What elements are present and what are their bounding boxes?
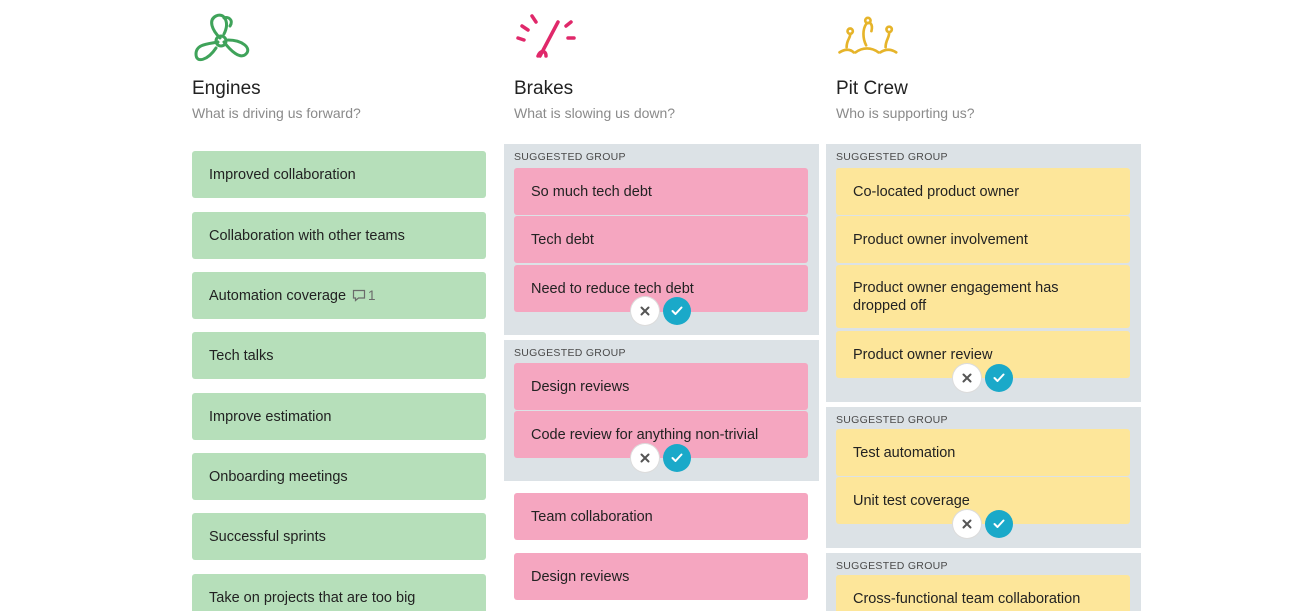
retro-card[interactable]: Product owner review [836,331,1130,378]
accept-group-button[interactable] [985,364,1013,392]
check-icon [671,306,683,315]
check-icon [993,373,1005,382]
column-subtitle: What is driving us forward? [192,105,361,121]
check-icon [671,453,683,462]
reject-group-button[interactable] [953,364,981,392]
reject-group-button[interactable] [953,510,981,538]
retro-card[interactable]: Cross-functional team collaboration [836,575,1130,611]
column-subtitle: Who is supporting us? [836,105,975,121]
accept-group-button[interactable] [985,510,1013,538]
reject-group-button[interactable] [631,297,659,325]
suggested-group: Suggested group Co-located product owner… [826,144,1141,402]
speedometer-icon [516,14,576,58]
accept-group-button[interactable] [663,297,691,325]
comment-count[interactable]: 1 [352,288,376,303]
close-icon [640,453,650,463]
propeller-icon [194,13,250,62]
retro-card[interactable]: Collaboration with other teams [192,212,486,259]
group-label: Suggested group [836,560,948,572]
check-icon [993,519,1005,528]
retro-card[interactable]: Team collaboration [514,493,808,540]
group-label: Suggested group [836,151,948,163]
close-icon [962,373,972,383]
suggested-group: Suggested group So much tech debt Tech d… [504,144,819,335]
pit-crew-icon [838,16,898,54]
accept-group-button[interactable] [663,444,691,472]
group-label: Suggested group [514,347,626,359]
retro-card[interactable]: Improve estimation [192,393,486,440]
suggested-group: Suggested group Test automation Unit tes… [826,407,1141,548]
suggested-group: Suggested group Design reviews Code revi… [504,340,819,481]
retro-card[interactable]: Successful sprints [192,513,486,560]
retro-card[interactable]: Code review for anything non-trivial [514,411,808,458]
retro-card[interactable]: Tech talks [192,332,486,379]
retro-card[interactable]: Take on projects that are too big [192,574,486,611]
retro-card[interactable]: Onboarding meetings [192,453,486,500]
retro-card[interactable]: So much tech debt [514,168,808,215]
column-title: Pit Crew [836,78,908,99]
close-icon [962,519,972,529]
retro-card[interactable]: Design reviews [514,363,808,410]
column-title: Engines [192,78,261,99]
suggested-group: Suggested group Cross-functional team co… [826,553,1141,611]
group-label: Suggested group [514,151,626,163]
close-icon [640,306,650,316]
column-title: Brakes [514,78,574,99]
comment-icon [352,289,366,302]
column-subtitle: What is slowing us down? [514,105,676,121]
retro-card[interactable]: Improved collaboration [192,151,486,198]
retro-card[interactable]: Co-located product owner [836,168,1130,215]
retro-card[interactable]: Need to reduce tech debt [514,265,808,312]
group-actions [631,297,695,325]
retro-card[interactable]: Unit test coverage [836,477,1130,524]
reject-group-button[interactable] [631,444,659,472]
group-actions [953,510,1017,538]
group-label: Suggested group [836,414,948,426]
retro-card[interactable]: Automation coverage 1 [192,272,486,319]
retro-card[interactable]: Tech debt [514,216,808,263]
retro-card[interactable]: Product owner involvement [836,216,1130,263]
retro-card[interactable]: Design reviews [514,553,808,600]
retro-card[interactable]: Test automation [836,429,1130,476]
group-actions [631,444,695,472]
retro-card[interactable]: Product owner engagement has dropped off [836,265,1130,328]
group-actions [953,364,1017,392]
